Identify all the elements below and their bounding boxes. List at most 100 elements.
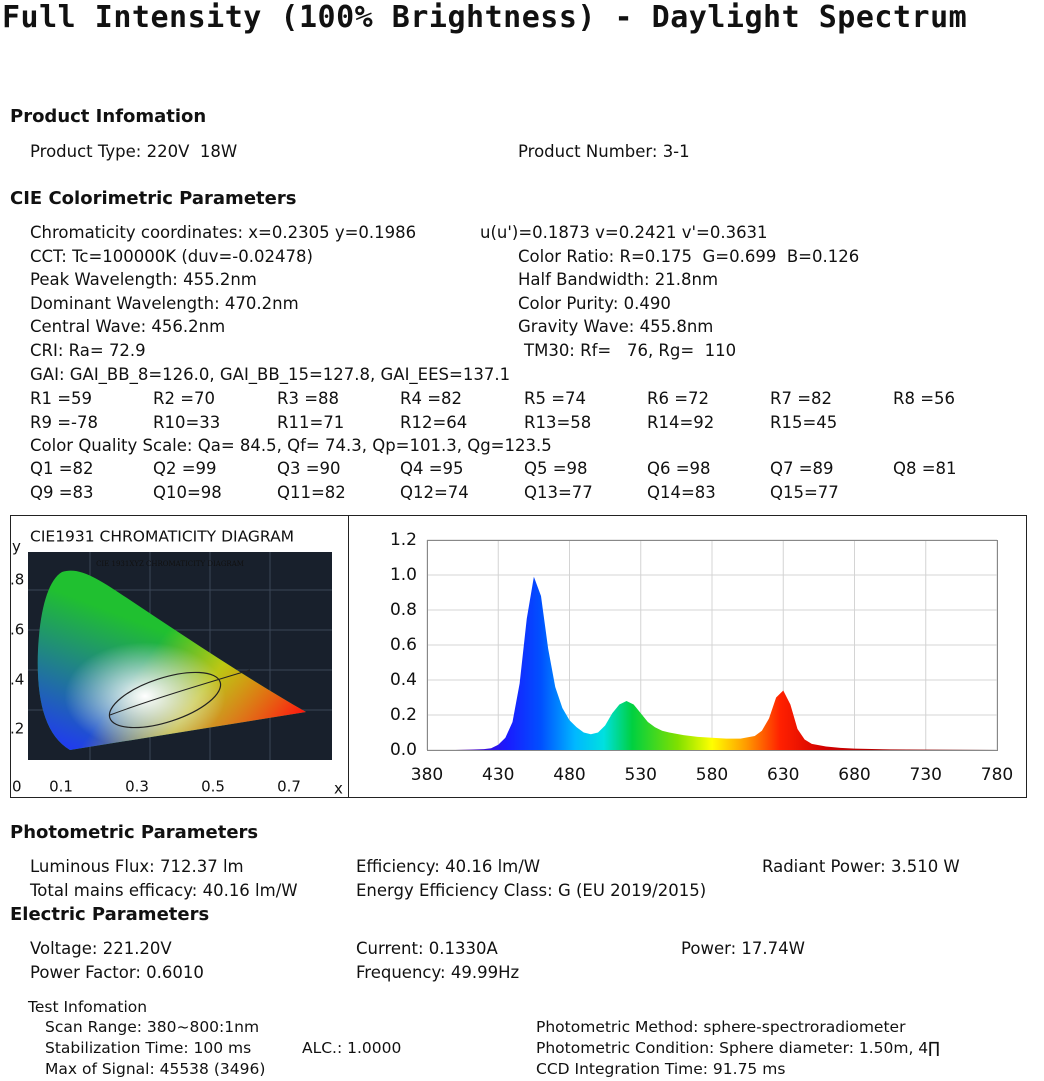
cqs-index: Q5 =98	[524, 459, 588, 478]
field: GAI: GAI_BB_8=126.0, GAI_BB_15=127.8, GA…	[30, 365, 511, 384]
field: Power: 17.74W	[681, 939, 805, 958]
field: Color Quality Scale: Qa= 84.5, Qf= 74.3,…	[30, 436, 552, 455]
x-tick-label: 0.5	[201, 778, 225, 796]
section-heading: Photometric Parameters	[10, 822, 259, 843]
x-tick-label: 0.3	[125, 778, 149, 796]
field: Half Bandwidth: 21.8nm	[518, 270, 719, 289]
field: Total mains efficacy: 40.16 lm/W	[30, 881, 298, 900]
chart-frame	[10, 515, 1027, 798]
cqs-index: Q10=98	[153, 482, 222, 502]
cri-index: R15=45	[770, 412, 838, 432]
cri-index: R13=58	[524, 412, 592, 432]
x-tick-label: 0.1	[49, 778, 73, 796]
y-tick-label: 1.0	[390, 565, 417, 585]
field: Dominant Wavelength: 470.2nm	[30, 294, 299, 313]
y-tick-label: .8	[10, 571, 24, 589]
field: Product Number: 3-1	[518, 142, 690, 161]
field: TM30: Rf= 76, Rg= 110	[524, 341, 737, 360]
cri-index: R1 =59	[30, 389, 93, 408]
field: Color Ratio: R=0.175 G=0.699 B=0.126	[518, 247, 860, 266]
field: Luminous Flux: 712.37 lm	[30, 857, 244, 876]
section-heading: Electric Parameters	[10, 904, 210, 925]
cri-index: R10=33	[153, 412, 221, 432]
cri-index: R7 =82	[770, 389, 833, 408]
field: Stabilization Time: 100 ms	[45, 1039, 252, 1057]
x-tick-label: 430	[482, 765, 514, 785]
cqs-index: Q2 =99	[153, 459, 217, 478]
cri-index: R4 =82	[400, 389, 463, 408]
y-tick-label: .2	[10, 720, 24, 738]
cqs-index: Q6 =98	[647, 459, 711, 478]
cri-index: R8 =56	[893, 389, 956, 408]
field: Efficiency: 40.16 lm/W	[356, 857, 541, 876]
diagram-title: CIE1931 CHROMATICITY DIAGRAM	[30, 528, 294, 546]
cie-image-title: CIE 1931XYZ CHROMATICITY DIAGRAM	[96, 560, 244, 568]
field: Photometric Method: sphere-spectroradiom…	[536, 1018, 906, 1036]
field: Radiant Power: 3.510 W	[762, 857, 960, 876]
axis-label: y	[12, 538, 21, 556]
section-heading: CIE Colorimetric Parameters	[10, 188, 297, 209]
x-tick-label: 630	[767, 765, 799, 785]
y-tick-label: .4	[10, 671, 24, 689]
field: Max of Signal: 45538 (3496)	[45, 1060, 266, 1078]
field: Chromaticity coordinates: x=0.2305 y=0.1…	[30, 223, 417, 242]
spectrum-area	[427, 576, 997, 750]
cqs-index: Q14=83	[647, 482, 716, 502]
cqs-index: Q12=74	[400, 482, 469, 502]
cqs-index: Q15=77	[770, 482, 839, 502]
field: Product Type: 220V 18W	[30, 142, 238, 161]
cqs-index: Q1 =82	[30, 459, 94, 478]
cri-index: R3 =88	[277, 389, 340, 408]
y-tick-label: .6	[10, 621, 24, 639]
section-heading: Test Infomation	[28, 998, 148, 1016]
cqs-index: Q9 =83	[30, 482, 94, 502]
field: Central Wave: 456.2nm	[30, 317, 226, 336]
plot-frame	[427, 540, 998, 751]
x-tick-label: 780	[981, 765, 1013, 785]
field: Photometric Condition: Sphere diameter: …	[536, 1039, 940, 1057]
cqs-index: Q4 =95	[400, 459, 464, 478]
cri-index: R5 =74	[524, 389, 587, 408]
field: Gravity Wave: 455.8nm	[518, 317, 714, 336]
y-tick-label: 0.8	[390, 600, 417, 620]
section-heading: Product Infomation	[10, 106, 207, 127]
field: Current: 0.1330A	[356, 939, 498, 958]
cri-index: R2 =70	[153, 389, 216, 408]
cri-index: R6 =72	[647, 389, 710, 408]
cri-index: R12=64	[400, 412, 468, 432]
cqs-index: Q11=82	[277, 482, 346, 502]
cqs-index: Q7 =89	[770, 459, 834, 478]
field: Voltage: 221.20V	[30, 939, 172, 958]
field: CRI: Ra= 72.9	[30, 341, 146, 360]
field: u(u')=0.1873 v=0.2421 v'=0.3631	[480, 223, 768, 242]
cqs-index: Q13=77	[524, 482, 593, 502]
field: Peak Wavelength: 455.2nm	[30, 270, 257, 289]
cqs-index: Q8 =81	[893, 459, 957, 478]
cri-index: R11=71	[277, 412, 345, 432]
x-tick-label: 730	[910, 765, 942, 785]
field: ALC.: 1.0000	[302, 1039, 402, 1057]
field: Frequency: 49.99Hz	[356, 963, 520, 982]
cri-index: R14=92	[647, 412, 715, 432]
y-tick-label: 0.2	[390, 705, 417, 725]
field: Color Purity: 0.490	[518, 294, 671, 313]
y-tick-label: 0.4	[390, 670, 417, 690]
cqs-index: Q3 =90	[277, 459, 341, 478]
field: Scan Range: 380~800:1nm	[45, 1018, 260, 1036]
x-tick-label: 0.7	[277, 778, 301, 796]
x-tick-label: 480	[553, 765, 585, 785]
field: CCD Integration Time: 91.75 ms	[536, 1060, 786, 1078]
field: Energy Efficiency Class: G (EU 2019/2015…	[356, 881, 707, 900]
y-tick-label: 1.2	[390, 530, 417, 550]
x-tick-label: 530	[625, 765, 657, 785]
y-tick-label: 0.0	[390, 740, 417, 760]
field: Power Factor: 0.6010	[30, 963, 204, 982]
x-tick-label: 680	[838, 765, 870, 785]
axis-origin: 0	[12, 778, 22, 796]
page-title: Full Intensity (100% Brightness) - Dayli…	[2, 0, 968, 35]
x-tick-label: 580	[696, 765, 728, 785]
x-tick-label: 380	[411, 765, 443, 785]
cie-horseshoe	[37, 570, 306, 750]
